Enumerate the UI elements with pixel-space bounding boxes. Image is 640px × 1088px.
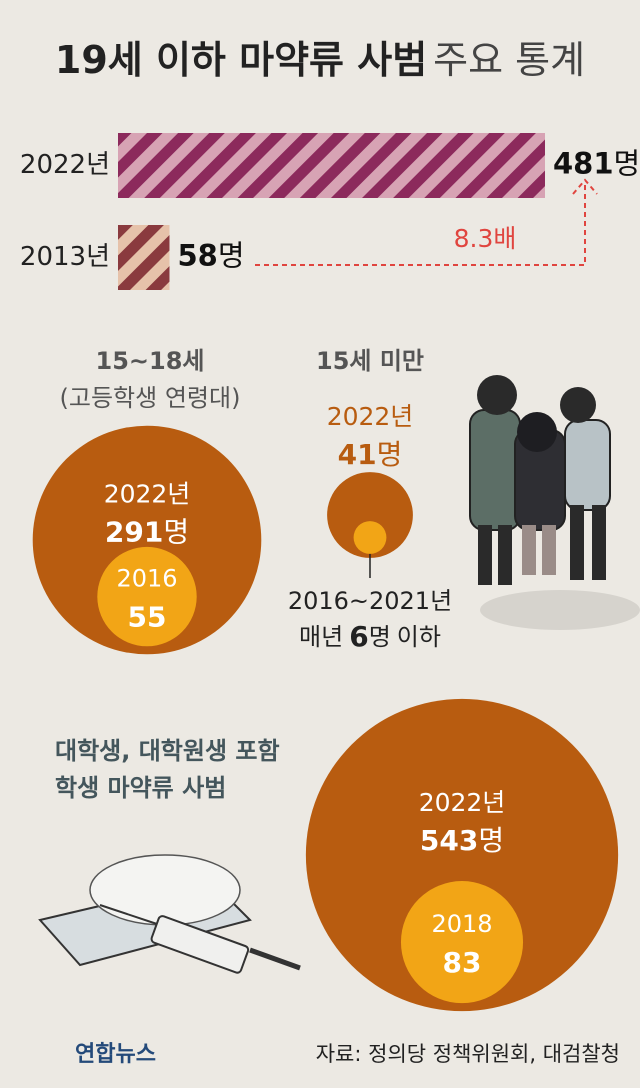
outer-unit: 명: [377, 438, 403, 471]
outer-value: 543: [420, 824, 478, 857]
ratio-arrow: [255, 178, 598, 266]
inner-value: 83: [443, 946, 482, 979]
ratio-label: 8.3배: [454, 224, 517, 253]
inner-period: 2016~2021년: [288, 587, 452, 615]
bar: [118, 133, 545, 198]
group-title: 15세 미만: [316, 347, 424, 375]
outer-year: 2022년: [327, 402, 414, 431]
inner-value: 55: [128, 601, 167, 634]
outer-year: 2022년: [104, 480, 191, 509]
inner-year: 2016: [116, 565, 177, 593]
inner-circle: [400, 881, 524, 1004]
logo: 연합뉴스: [75, 1041, 156, 1067]
inner-unit: 명: [369, 623, 391, 651]
inner-value: 6: [349, 620, 368, 653]
people-illustration: [469, 375, 640, 630]
group-title: (고등학생 연령대): [60, 384, 241, 412]
outer-value-label: 543명: [420, 824, 504, 857]
title-light: 주요 통계: [433, 38, 585, 82]
inner-circle: [353, 521, 387, 554]
outer-unit: 명: [478, 824, 504, 857]
bar-unit: 명: [218, 239, 245, 273]
group-title: 학생 마약류 사범: [55, 774, 226, 802]
syringe-illustration: [38, 854, 301, 974]
outer-value-label: 291명: [105, 516, 189, 549]
outer-value-label: 41명: [338, 438, 403, 471]
bar-year-label: 2022년: [20, 150, 110, 180]
outer-unit: 명: [163, 516, 189, 549]
bar-value-label: 58명: [177, 239, 244, 273]
group-title: 15~18세: [96, 347, 205, 375]
inner-year: 2018: [431, 910, 492, 938]
bar-year-label: 2013년: [20, 242, 110, 272]
bar: [118, 225, 170, 290]
outer-circle: [327, 472, 413, 558]
source: 자료: 정의당 정책위원회, 대검찰청: [316, 1042, 620, 1066]
outer-value: 291: [105, 516, 163, 549]
group-title: 대학생, 대학원생 포함: [55, 737, 280, 765]
outer-circle: [32, 425, 262, 655]
title-bold: 19세 이하 마약류 사범: [55, 38, 427, 82]
chart-title: 19세 이하 마약류 사범 주요 통계: [55, 38, 585, 82]
outer-value: 41: [338, 438, 377, 471]
inner-suffix: 이하: [397, 623, 441, 651]
inner-prefix: 매년: [299, 623, 343, 651]
bar-value: 58: [177, 239, 217, 273]
outer-circle: [305, 698, 619, 1012]
outer-year: 2022년: [419, 788, 506, 817]
bar-value-label: 481명: [553, 147, 640, 181]
inner-value-label: 매년 6명 이하: [299, 620, 441, 653]
inner-circle: [97, 546, 197, 647]
bar-value: 481: [553, 147, 614, 181]
bar-unit: 명: [614, 147, 640, 181]
